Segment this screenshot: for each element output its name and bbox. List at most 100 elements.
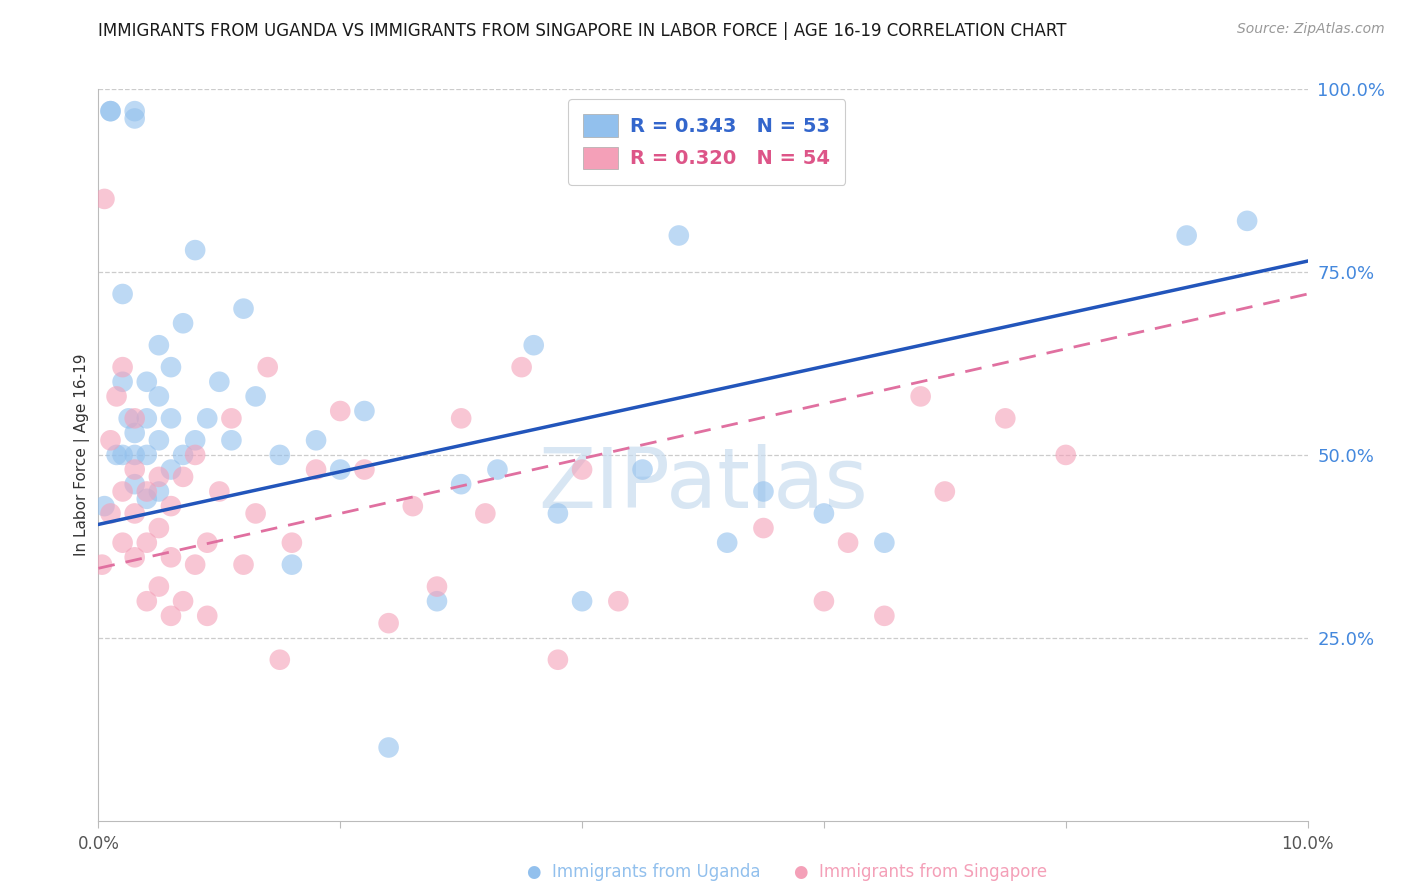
Point [256, 360, 278, 375]
Point [148, 338, 170, 352]
Point [148, 434, 170, 448]
Point [93, 192, 115, 206]
Point [813, 594, 835, 608]
Point [148, 484, 170, 499]
Point [160, 360, 183, 375]
Point [111, 287, 134, 301]
Point [124, 104, 146, 119]
Point [402, 499, 425, 513]
Point [148, 521, 170, 535]
Point [124, 477, 146, 491]
Point [232, 558, 254, 572]
Point [571, 462, 593, 476]
Y-axis label: In Labor Force | Age 16-19: In Labor Force | Age 16-19 [75, 353, 90, 557]
Point [245, 507, 267, 521]
Point [716, 535, 738, 549]
Point [124, 112, 146, 126]
Point [281, 535, 304, 549]
Point [160, 608, 183, 623]
Point [93, 499, 115, 513]
Point [377, 740, 399, 755]
Point [160, 462, 183, 476]
Point [135, 375, 157, 389]
Point [873, 535, 896, 549]
Point [208, 484, 231, 499]
Point [547, 507, 569, 521]
Point [124, 425, 146, 440]
Point [571, 594, 593, 608]
Point [160, 411, 183, 425]
Point [873, 608, 896, 623]
Point [195, 608, 218, 623]
Point [111, 360, 134, 375]
Point [91, 558, 114, 572]
Point [124, 550, 146, 565]
Point [100, 104, 122, 119]
Point [281, 558, 304, 572]
Point [523, 338, 546, 352]
Point [450, 477, 472, 491]
Point [118, 411, 141, 425]
Point [329, 404, 352, 418]
Point [148, 389, 170, 403]
Point [124, 462, 146, 476]
Point [135, 594, 157, 608]
Point [305, 434, 328, 448]
Point [510, 360, 533, 375]
Point [377, 616, 399, 631]
Point [269, 448, 291, 462]
Point [160, 550, 183, 565]
Point [474, 507, 496, 521]
Point [426, 594, 449, 608]
Point [1054, 448, 1077, 462]
Point [195, 535, 218, 549]
Point [221, 411, 243, 425]
Point [668, 228, 690, 243]
Point [172, 594, 194, 608]
Point [232, 301, 254, 316]
Point [813, 507, 835, 521]
Point [353, 404, 375, 418]
Point [631, 462, 654, 476]
Point [837, 535, 859, 549]
Point [752, 484, 775, 499]
Point [450, 411, 472, 425]
Point [1175, 228, 1198, 243]
Point [184, 558, 207, 572]
Text: Source: ZipAtlas.com: Source: ZipAtlas.com [1237, 22, 1385, 37]
Text: IMMIGRANTS FROM UGANDA VS IMMIGRANTS FROM SINGAPORE IN LABOR FORCE | AGE 16-19 C: IMMIGRANTS FROM UGANDA VS IMMIGRANTS FRO… [98, 22, 1067, 40]
Point [184, 243, 207, 257]
Point [994, 411, 1017, 425]
Point [221, 434, 243, 448]
Point [135, 448, 157, 462]
Point [172, 470, 194, 484]
Point [353, 462, 375, 476]
Point [100, 507, 122, 521]
Point [111, 484, 134, 499]
Point [934, 484, 956, 499]
Point [305, 462, 328, 476]
Point [135, 491, 157, 506]
Point [105, 389, 128, 403]
Point [208, 375, 231, 389]
Point [607, 594, 630, 608]
Point [111, 375, 134, 389]
Point [910, 389, 932, 403]
Point [135, 484, 157, 499]
Text: ●  Immigrants from Uganda: ● Immigrants from Uganda [527, 863, 761, 881]
Point [184, 448, 207, 462]
Point [100, 104, 122, 119]
Point [172, 448, 194, 462]
Point [160, 499, 183, 513]
Point [547, 653, 569, 667]
Point [486, 462, 509, 476]
Legend: R = 0.343   N = 53, R = 0.320   N = 54: R = 0.343 N = 53, R = 0.320 N = 54 [568, 99, 845, 185]
Text: ZIPatlas: ZIPatlas [538, 443, 868, 524]
Text: ●  Immigrants from Singapore: ● Immigrants from Singapore [794, 863, 1047, 881]
Point [1236, 214, 1258, 228]
Point [269, 653, 291, 667]
Point [111, 535, 134, 549]
Point [135, 411, 157, 425]
Point [135, 535, 157, 549]
Point [329, 462, 352, 476]
